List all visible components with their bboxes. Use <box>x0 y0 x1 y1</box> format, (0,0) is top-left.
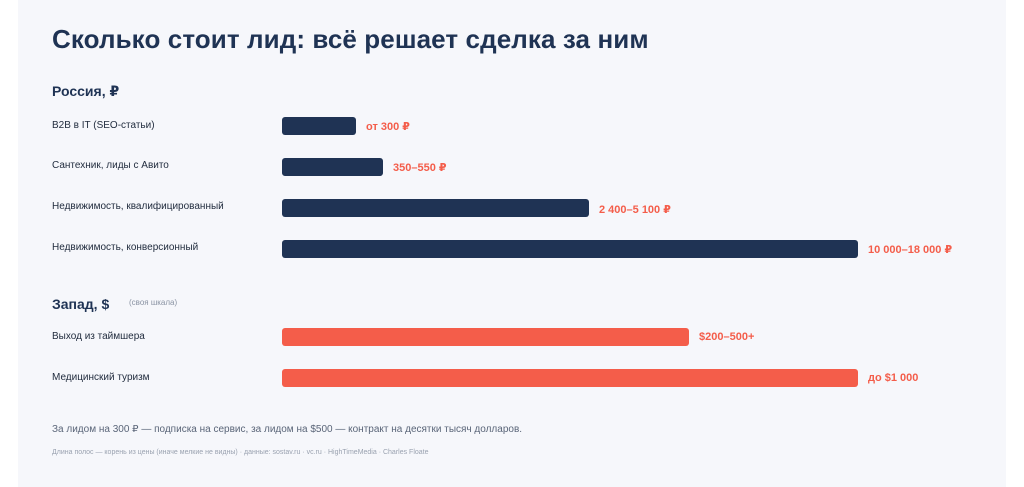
row-label: Недвижимость, квалифицированный <box>52 201 224 212</box>
row-label: Недвижимость, конверсионный <box>52 242 199 253</box>
group-title-russia: Россия, ₽ <box>52 83 120 99</box>
row-label: Медицинский туризм <box>52 372 150 383</box>
bar <box>282 240 858 258</box>
group-note-west: (своя шкала) <box>129 298 178 307</box>
chart-title: Сколько стоит лид: всё решает сделка за … <box>52 24 649 54</box>
bar <box>282 199 589 217</box>
bar <box>282 117 356 135</box>
group-title-west: Запад, $ <box>52 296 110 312</box>
row-label: B2B в IT (SEO-статьи) <box>52 120 155 131</box>
value-label: от 300 ₽ <box>366 121 410 133</box>
value-label: до $1 000 <box>868 372 919 384</box>
chart-card: Сколько стоит лид: всё решает сделка за … <box>18 0 1006 487</box>
row-label: Выход из таймшера <box>52 331 145 342</box>
bar <box>282 158 383 176</box>
value-label: 2 400–5 100 ₽ <box>599 204 671 216</box>
bar <box>282 369 858 387</box>
row-label: Сантехник, лиды с Авито <box>52 160 169 171</box>
bar <box>282 328 689 346</box>
footnote: За лидом на 300 ₽ — подписка на сервис, … <box>52 424 523 435</box>
source-note: Длина полос — корень из цены (иначе мелк… <box>52 449 429 456</box>
value-label: $200–500+ <box>699 331 755 343</box>
value-label: 350–550 ₽ <box>393 162 447 174</box>
value-label: 10 000–18 000 ₽ <box>868 244 953 256</box>
